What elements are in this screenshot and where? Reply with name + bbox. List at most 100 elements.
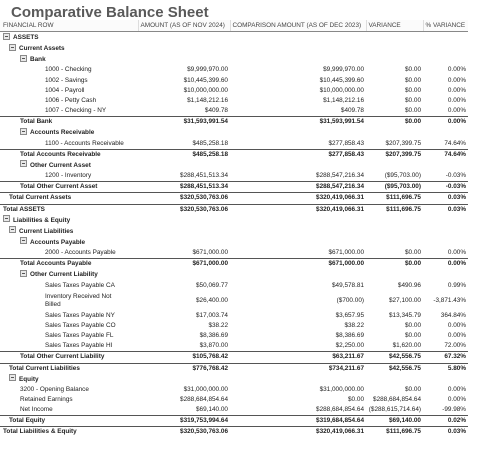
table-row: Sales Taxes Payable NY $17,003.74 $3,657.9… bbox=[0, 311, 468, 321]
header-comparison-amount[interactable]: COMPARISON AMOUNT (AS OF DEC 2023) bbox=[229, 20, 366, 32]
table-row: Sales Taxes Payable FL $8,386.69 $8,386.69… bbox=[0, 331, 468, 341]
comparison-amount-cell bbox=[230, 43, 366, 54]
variance-cell: $0.00 bbox=[405, 385, 421, 393]
collapse-toggle-icon[interactable] bbox=[20, 160, 27, 168]
pct-variance-cell: 0.00% bbox=[447, 321, 466, 329]
row-label-cell: Bank bbox=[0, 54, 138, 65]
amount-cell: $320,530,763.06 bbox=[138, 203, 230, 215]
pct-variance-cell: 0.03% bbox=[423, 192, 468, 204]
collapse-toggle-icon[interactable] bbox=[20, 54, 27, 62]
table-row: 2000 - Accounts Payable $671,000.00 $671,0… bbox=[0, 248, 468, 259]
table-row: 3200 - Opening Balance $31,000,000.00 $31,… bbox=[0, 385, 468, 395]
amount-cell: $8,386.69 bbox=[199, 332, 228, 340]
row-label-cell: 1100 - Accounts Receivable bbox=[0, 139, 138, 150]
amount-cell: $10,000,000.00 bbox=[183, 86, 228, 94]
row-label-cell: 1006 - Petty Cash bbox=[0, 96, 138, 106]
table-row: Net Income $69,140.00 $288,684,854.64 ($288… bbox=[0, 405, 468, 416]
row-label-cell: Sales Taxes Payable FL bbox=[0, 331, 138, 341]
amount-cell: $319,753,994.64 bbox=[138, 415, 230, 427]
amount-cell: $38.22 bbox=[208, 321, 228, 329]
pct-variance-cell: 0.00% bbox=[447, 385, 466, 393]
comparison-amount-cell: $277,858.43 bbox=[230, 148, 366, 160]
section-row: Other Current Liability bbox=[0, 269, 468, 280]
row-label: ASSETS bbox=[13, 34, 39, 41]
pct-variance-cell bbox=[423, 374, 468, 385]
amount-cell bbox=[138, 226, 230, 237]
variance-cell: $0.00 bbox=[366, 116, 423, 128]
comparison-amount-cell bbox=[230, 32, 366, 44]
amount-cell bbox=[138, 160, 230, 171]
pct-variance-cell bbox=[423, 127, 468, 138]
row-label-cell: Equity bbox=[0, 374, 138, 385]
row-label: Total Accounts Payable bbox=[20, 260, 92, 268]
row-label: Other Current Asset bbox=[30, 161, 91, 169]
row-label-cell: Current Assets bbox=[0, 43, 138, 54]
collapse-toggle-icon[interactable] bbox=[9, 226, 16, 234]
amount-cell: $485,258.18 bbox=[138, 148, 230, 160]
section-row: Liabilities & Equity bbox=[0, 215, 468, 226]
table-row: 1007 - Checking - NY $409.78 $409.78 $0.00 0… bbox=[0, 106, 468, 117]
row-label: Net Income bbox=[20, 406, 53, 414]
section-row: Equity bbox=[0, 374, 468, 385]
variance-cell: $207,399.75 bbox=[385, 139, 421, 147]
pct-variance-cell: -99.98% bbox=[442, 406, 466, 414]
comparison-amount-cell: $38.22 bbox=[344, 321, 364, 329]
table-row: Retained Earnings $288,684,854.64 $0.00 $28… bbox=[0, 395, 468, 405]
row-label-cell: Accounts Receivable bbox=[0, 127, 138, 138]
row-label-cell: 1000 - Checking bbox=[0, 65, 138, 75]
header-financial-row[interactable]: FINANCIAL ROW bbox=[0, 20, 138, 32]
comparison-amount-cell bbox=[230, 269, 366, 280]
amount-cell bbox=[138, 374, 230, 385]
comparison-amount-cell: ($700.00) bbox=[336, 296, 364, 304]
amount-cell bbox=[138, 215, 230, 226]
header-amount[interactable]: AMOUNT (AS OF NOV 2024) bbox=[137, 20, 230, 32]
comparison-amount-cell bbox=[230, 160, 366, 171]
comparison-amount-cell: $734,211.67 bbox=[230, 362, 366, 374]
comparison-amount-cell: $320,419,066.31 bbox=[230, 426, 366, 438]
row-label: Bank bbox=[30, 56, 46, 64]
comparison-amount-cell: $10,445,399.60 bbox=[319, 76, 364, 84]
row-label: Total Current Assets bbox=[9, 194, 72, 202]
amount-cell bbox=[138, 43, 230, 54]
pct-variance-cell: 0.00% bbox=[447, 86, 466, 94]
amount-cell: $288,451,513.34 bbox=[138, 181, 230, 193]
amount-cell: $10,445,399.60 bbox=[183, 76, 228, 84]
balance-sheet-table: FINANCIAL ROW AMOUNT (AS OF NOV 2024) CO… bbox=[0, 20, 468, 438]
collapse-toggle-icon[interactable] bbox=[20, 127, 27, 135]
pct-variance-cell bbox=[423, 43, 468, 54]
pct-variance-cell: -3,871.43% bbox=[433, 296, 466, 304]
report-title: Comparative Balance Sheet bbox=[11, 4, 209, 21]
collapse-toggle-icon[interactable] bbox=[9, 43, 16, 51]
variance-cell: $0.00 bbox=[405, 321, 421, 329]
amount-cell: $409.78 bbox=[204, 107, 228, 115]
collapse-toggle-icon[interactable] bbox=[20, 237, 27, 245]
row-label-cell: Other Current Liability bbox=[0, 269, 138, 280]
total-row: Total Accounts Receivable $485,258.18 $277… bbox=[0, 148, 468, 160]
row-label: Liabilities & Equity bbox=[13, 216, 71, 224]
total-row: Total Equity $319,753,994.64 $319,684,854.… bbox=[0, 415, 468, 427]
pct-variance-cell: 72.00% bbox=[444, 342, 466, 350]
section-row: Accounts Payable bbox=[0, 237, 468, 248]
pct-variance-cell: 0.00% bbox=[447, 66, 466, 74]
row-label-cell: 1200 - Inventory bbox=[0, 171, 138, 182]
variance-cell bbox=[366, 374, 423, 385]
collapse-toggle-icon[interactable] bbox=[3, 215, 10, 223]
row-label: Sales Taxes Payable NY bbox=[45, 311, 115, 319]
variance-cell: $288,684,854.64 bbox=[373, 396, 421, 403]
amount-cell: $776,768.42 bbox=[138, 362, 230, 374]
table-row: Sales Taxes Payable CO $38.22 $38.22 $0.00 0… bbox=[0, 321, 468, 331]
amount-cell bbox=[138, 237, 230, 248]
header-pct-variance[interactable]: % VARIANCE bbox=[422, 20, 468, 32]
variance-cell: $111,696.75 bbox=[366, 203, 423, 215]
amount-cell bbox=[138, 32, 230, 44]
variance-cell: $0.00 bbox=[366, 258, 423, 270]
table-row: 1200 - Inventory $288,451,513.34 $288,547,… bbox=[0, 171, 468, 182]
row-label: Total Accounts Receivable bbox=[20, 150, 101, 158]
amount-cell bbox=[138, 127, 230, 138]
pct-variance-cell bbox=[423, 54, 468, 65]
collapse-toggle-icon[interactable] bbox=[3, 32, 10, 40]
header-variance[interactable]: VARIANCE bbox=[365, 20, 423, 32]
collapse-toggle-icon[interactable] bbox=[20, 269, 27, 277]
row-label-cell: Sales Taxes Payable CO bbox=[0, 321, 138, 331]
collapse-toggle-icon[interactable] bbox=[9, 374, 16, 382]
